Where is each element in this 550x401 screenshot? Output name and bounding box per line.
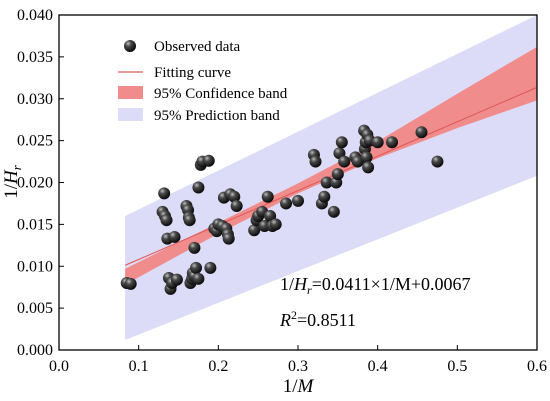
x-axis-ticks: 0.0 0.1 0.2 0.3 0.4 0.5 0.6 [49, 345, 547, 375]
equation-variable: H [293, 274, 308, 294]
data-point [202, 154, 215, 167]
data-point [248, 224, 261, 237]
legend-label-confidence: 95% Confidence band [154, 86, 288, 102]
data-point [327, 205, 340, 218]
x-tick-label: 0.6 [527, 358, 547, 375]
data-point [338, 155, 351, 168]
data-point [362, 161, 375, 174]
data-point [158, 187, 171, 200]
legend-label-prediction: 95% Prediction band [154, 108, 280, 124]
x-tick-label: 0.1 [129, 358, 149, 375]
y-tick-label: 0.015 [17, 216, 53, 233]
equation-annotation: 1/Hr=0.0411×1/M+0.0067 [280, 274, 470, 297]
y-tick-label: 0.020 [17, 175, 53, 192]
data-point [331, 168, 344, 181]
y-axis-label-subscript: r [9, 164, 24, 170]
y-axis-label-variable: H [1, 169, 22, 185]
legend-label-fit: Fitting curve [154, 65, 231, 81]
data-point [124, 277, 137, 290]
x-tick-label: 0.0 [49, 358, 69, 375]
x-tick-label: 0.2 [208, 358, 228, 375]
data-point [190, 261, 203, 274]
x-axis-label: 1/M [283, 376, 315, 397]
r-squared-annotation: R2=0.8511 [279, 308, 356, 330]
data-point [415, 126, 428, 139]
r-squared-superscript: 2 [291, 308, 297, 322]
y-tick-label: 0.000 [17, 342, 53, 359]
data-point [371, 136, 384, 149]
y-tick-label: 0.035 [17, 49, 53, 66]
data-point [170, 273, 183, 286]
data-point [269, 218, 282, 231]
points-layer [120, 124, 444, 295]
data-point [160, 214, 173, 227]
y-tick-label: 0.005 [17, 300, 53, 317]
data-point [292, 194, 304, 207]
data-point [261, 190, 274, 203]
x-axis-label-variable: M [296, 376, 314, 397]
fit-layer [124, 86, 537, 266]
data-point [188, 241, 201, 254]
data-point [192, 272, 205, 285]
data-point [222, 232, 235, 245]
data-point [386, 136, 399, 149]
x-tick-label: 0.5 [447, 358, 467, 375]
y-axis-label: 1/Hr [1, 164, 24, 199]
data-point [228, 190, 241, 203]
data-point [183, 214, 196, 227]
data-point [309, 155, 322, 168]
x-axis-label-prefix: 1/ [283, 376, 299, 397]
data-point [192, 181, 205, 194]
fit-line [124, 86, 537, 266]
legend: Observed data Fitting curve 95% Confiden… [118, 39, 288, 124]
equation-rhs: =0.0411×1/M+0.0067 [312, 274, 471, 294]
data-point [280, 197, 293, 210]
y-axis-ticks: 0.000 0.005 0.010 0.015 0.020 0.025 0.030 0.035… [17, 7, 64, 359]
y-tick-label: 0.030 [17, 91, 53, 108]
data-point [168, 230, 181, 243]
data-point [204, 261, 217, 274]
equation-subscript: r [307, 283, 312, 297]
r-squared-value: =0.8511 [297, 310, 356, 330]
legend-marker-confidence [118, 86, 143, 99]
x-tick-label: 0.4 [368, 358, 388, 375]
data-point [335, 136, 348, 149]
data-point [230, 199, 243, 212]
equation-prefix: 1/ [280, 274, 294, 294]
y-axis-label-prefix: 1/ [1, 183, 22, 199]
y-tick-label: 0.040 [17, 7, 53, 24]
y-tick-label: 0.010 [17, 258, 53, 275]
legend-marker-observed [124, 40, 136, 52]
r-squared-variable: R [279, 310, 291, 330]
data-point [320, 176, 333, 189]
legend-marker-prediction [118, 108, 143, 121]
data-point [431, 155, 444, 168]
legend-label-observed: Observed data [154, 39, 241, 55]
x-tick-label: 0.3 [288, 358, 308, 375]
data-point [318, 190, 331, 203]
data-point [360, 151, 373, 164]
y-tick-label: 0.025 [17, 133, 53, 150]
